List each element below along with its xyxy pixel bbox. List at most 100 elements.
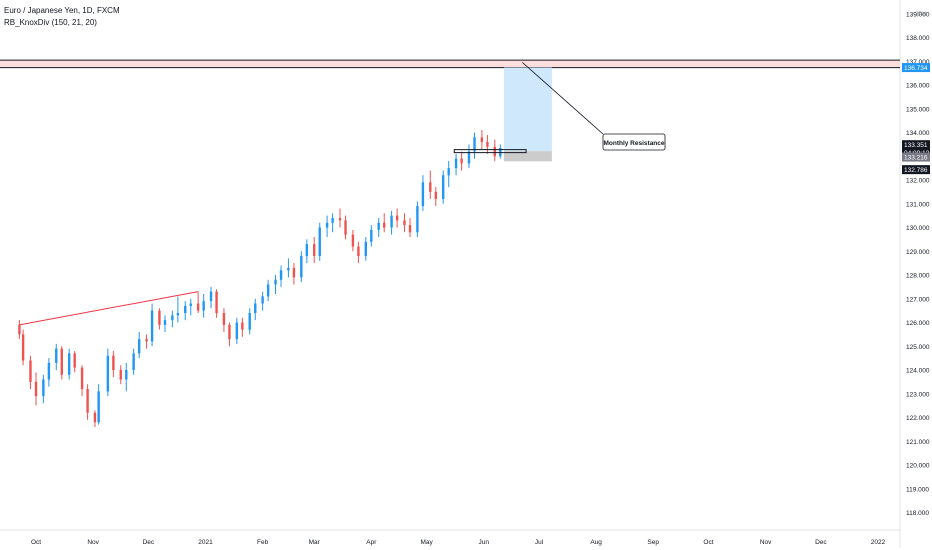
price-tick-label: 129.000 (906, 249, 930, 256)
time-tick-label: May (420, 539, 433, 546)
candle-body (150, 310, 154, 342)
candle-body (292, 267, 296, 278)
candle-body (499, 147, 502, 157)
price-tick-label: 121.000 (906, 439, 930, 446)
candle-body (202, 301, 205, 311)
time-tick-label: Jul (535, 539, 544, 546)
candle-body (395, 215, 399, 221)
candle-body (493, 146, 496, 157)
candle-body (403, 220, 406, 226)
candle-body (145, 339, 148, 342)
candle-body (112, 355, 115, 370)
price-tick-label: 132.000 (906, 178, 930, 185)
candle-body (416, 206, 419, 233)
candle-body (467, 151, 471, 164)
candle-body (21, 334, 25, 361)
price-tick-label: 138.000 (906, 35, 930, 42)
candle-body (97, 391, 100, 423)
candle-body (305, 244, 309, 256)
currency-label: JPY (915, 12, 926, 18)
candle-body (473, 137, 476, 152)
price-tick-label: 130.000 (906, 225, 930, 232)
position-price-badge-bg (902, 152, 930, 162)
candle-body (318, 227, 321, 256)
candle-body (421, 182, 425, 207)
candle-body (73, 353, 76, 368)
candle-body (241, 322, 244, 330)
price-tick-label: 123.000 (906, 391, 930, 398)
candle-body (158, 310, 161, 325)
position-stop-zone[interactable] (503, 151, 552, 162)
time-tick-label: Nov (87, 539, 99, 546)
candle-body (279, 270, 283, 280)
price-tick-label: 128.000 (906, 273, 930, 280)
candle-body (351, 234, 355, 247)
time-tick-label: 2022 (871, 539, 886, 546)
price-tick-label: 127.000 (906, 296, 930, 303)
price-tick-label: 134.000 (906, 130, 930, 137)
candle-body (383, 222, 386, 228)
candle-body (119, 370, 122, 380)
time-tick-label: Jun (478, 539, 489, 546)
chart-legend: Euro / Japanese Yen, 1D, FXCM RB_KnoxDiv… (4, 5, 120, 29)
candle-body (338, 218, 342, 221)
time-tick-label: Aug (590, 539, 602, 546)
price-tick-label: 131.000 (906, 201, 930, 208)
candle-body (125, 370, 128, 380)
candle-body (390, 215, 393, 228)
candle-body (34, 381, 38, 397)
candle-body (331, 218, 334, 223)
time-tick-label: Oct (703, 539, 713, 546)
position-price-badge-text: 133.216 (904, 155, 928, 162)
time-tick-label: Sep (647, 539, 659, 546)
candle-body (163, 320, 167, 325)
candle-body (377, 222, 380, 230)
candle-body (248, 313, 251, 330)
candle-body (60, 348, 63, 375)
candle-body (18, 324, 21, 335)
trendline[interactable] (19, 291, 199, 326)
time-tick-label: Nov (760, 539, 772, 546)
candle-body (287, 267, 290, 271)
candle-body (67, 353, 71, 375)
last-price-badge-text: 133.351 (904, 142, 928, 149)
candle-body (106, 355, 110, 392)
time-tick-label: Dec (143, 539, 155, 546)
candle-body (209, 291, 213, 302)
resistance-price-badge-bg (902, 63, 930, 73)
resistance-price-badge-text: 136.734 (904, 65, 928, 72)
callout-box[interactable] (602, 133, 666, 151)
candle-body (196, 303, 200, 311)
candle-body (176, 313, 180, 316)
candle-body (325, 222, 329, 228)
candle-body (254, 303, 257, 313)
time-tick-label: Oct (31, 539, 41, 546)
callout-connector (522, 62, 604, 135)
time-tick-label: Apr (366, 539, 377, 546)
time-tick-label: Dec (815, 539, 827, 546)
candle-body (447, 168, 450, 176)
candle-body (215, 291, 218, 313)
candle-body (189, 303, 192, 306)
candle-body (47, 362, 51, 380)
price-tick-label: 137.000 (906, 59, 930, 66)
price-tick-label: 135.000 (906, 106, 930, 113)
price-tick-label: 122.000 (906, 415, 930, 422)
symbol-title: Euro / Japanese Yen, 1D, FXCM (4, 6, 120, 15)
candle-body (364, 241, 367, 256)
position-target-zone[interactable] (503, 67, 552, 152)
candle-body (313, 244, 316, 256)
indicator-title: RB_KnoxDiv (150, 21, 20) (4, 18, 97, 27)
candle-body (29, 360, 32, 382)
candle-body (441, 175, 445, 199)
candle-body (137, 339, 141, 354)
resistance-zone[interactable] (0, 60, 900, 68)
candle-body (86, 389, 89, 413)
candle-body (266, 284, 270, 297)
time-tick-label: Mar (309, 539, 321, 546)
monthly-level-segment[interactable] (453, 149, 527, 154)
candle-body (235, 322, 239, 340)
candle-body (42, 379, 45, 397)
candle-body (93, 412, 97, 423)
